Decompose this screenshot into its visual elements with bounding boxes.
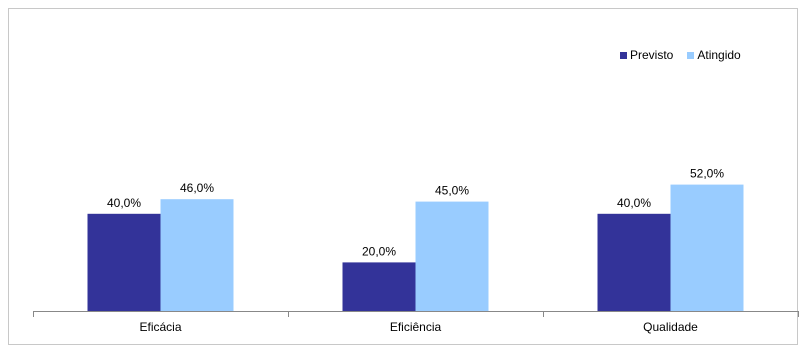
legend-swatch-atingido <box>687 51 695 59</box>
x-tick-label-0: Eficácia <box>139 320 181 334</box>
x-tick-label-2: Qualidade <box>643 320 698 334</box>
data-label-atingido-2: 52,0% <box>690 167 724 181</box>
legend-item-previsto: Previsto <box>620 48 673 62</box>
data-label-previsto-0: 40,0% <box>107 196 141 210</box>
bar-previsto-2 <box>597 213 671 311</box>
legend-swatch-previsto <box>620 51 627 59</box>
x-tick-label-1: Eficiência <box>390 320 442 334</box>
data-label-previsto-2: 40,0% <box>617 196 651 210</box>
bar-previsto-1 <box>342 262 416 311</box>
bar-atingido-1 <box>415 201 489 311</box>
legend-item-atingido: Atingido <box>687 48 741 62</box>
data-label-atingido-1: 45,0% <box>435 184 469 198</box>
legend-label-previsto: Previsto <box>630 48 674 62</box>
legend: Previsto Atingido <box>620 48 755 62</box>
bar-atingido-2 <box>670 184 744 311</box>
data-label-previsto-1: 20,0% <box>362 244 396 258</box>
legend-label-atingido: Atingido <box>697 48 741 62</box>
bar-atingido-0 <box>160 199 234 311</box>
data-label-atingido-0: 46,0% <box>180 181 214 195</box>
bar-previsto-0 <box>87 213 161 311</box>
